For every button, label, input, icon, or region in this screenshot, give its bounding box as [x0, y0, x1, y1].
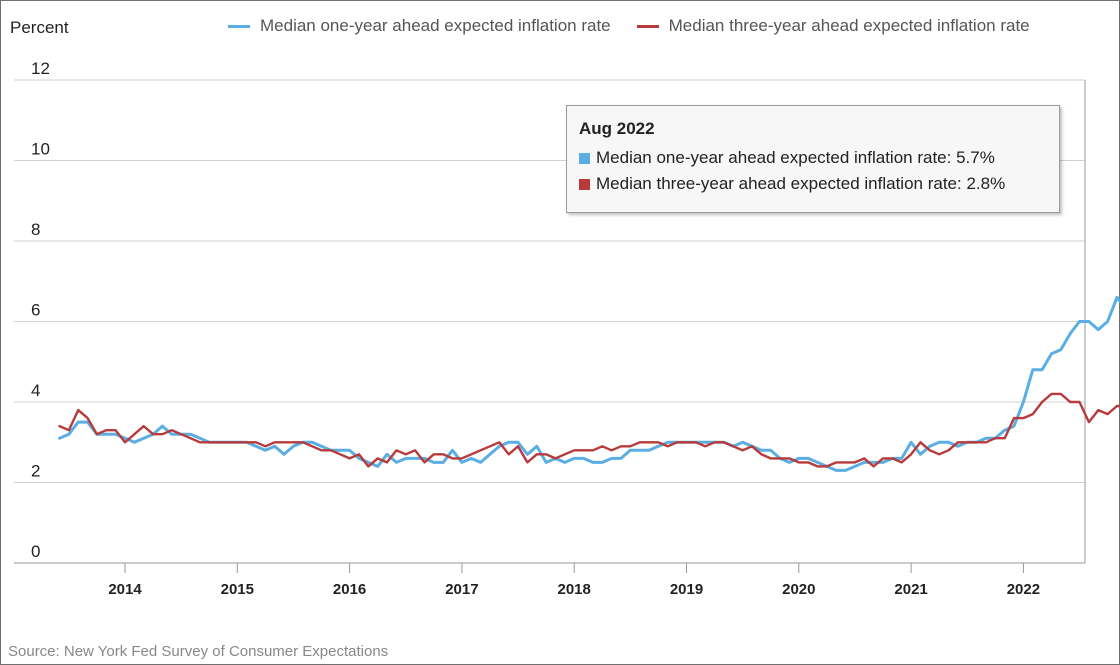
y-tick-label-2: 2 [31, 462, 40, 481]
x-tick-label-2017: 2017 [445, 581, 478, 598]
source-note: Source: New York Fed Survey of Consumer … [8, 643, 389, 660]
x-tick-label-2020: 2020 [782, 581, 815, 598]
legend-label-one-year: Median one-year ahead expected inflation… [260, 16, 611, 35]
y-tick-label-4: 4 [31, 381, 40, 400]
x-tick-label-2019: 2019 [670, 581, 703, 598]
y-axis-label: Percent [10, 18, 69, 37]
legend: Median one-year ahead expected inflation… [228, 16, 1056, 36]
tooltip-swatch-one-year [579, 152, 590, 164]
tooltip-value-three-year: Median three-year ahead expected inflati… [596, 174, 1006, 193]
y-tick-label-0: 0 [31, 542, 40, 561]
chart-tooltip: Aug 2022 Median one-year ahead expected … [566, 105, 1060, 213]
tooltip-row-three-year: Median three-year ahead expected inflati… [579, 171, 1047, 197]
y-tick-label-8: 8 [31, 220, 40, 239]
tooltip-title: Aug 2022 [579, 119, 655, 138]
x-tick-label-2015: 2015 [221, 581, 254, 598]
x-tick-label-2021: 2021 [894, 581, 927, 598]
y-tick-label-10: 10 [31, 140, 50, 159]
tooltip-value-one-year: Median one-year ahead expected inflation… [596, 148, 995, 167]
y-tick-label-12: 12 [31, 59, 50, 78]
x-tick-label-2016: 2016 [333, 581, 366, 598]
x-tick-label-2018: 2018 [558, 581, 591, 598]
x-tick-label-2022: 2022 [1007, 581, 1040, 598]
x-tick-label-2014: 2014 [108, 581, 142, 598]
legend-item-one-year[interactable]: Median one-year ahead expected inflation… [228, 16, 611, 36]
legend-swatch-one-year [228, 24, 250, 28]
series-line-three-year [58, 392, 1120, 468]
tooltip-swatch-three-year [579, 178, 590, 190]
y-tick-label-6: 6 [31, 301, 40, 320]
legend-label-three-year: Median three-year ahead expected inflati… [668, 16, 1030, 35]
legend-item-three-year[interactable]: Median three-year ahead expected inflati… [636, 16, 1030, 36]
tooltip-row-one-year: Median one-year ahead expected inflation… [579, 145, 1047, 171]
legend-swatch-three-year [636, 24, 659, 28]
